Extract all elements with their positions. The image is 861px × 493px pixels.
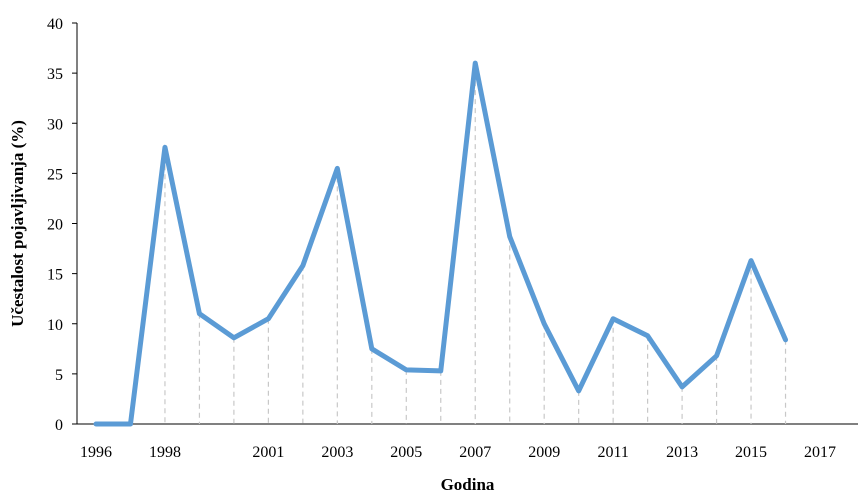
x-tick-label: 1998 [149, 444, 181, 461]
x-axis-title: Godina [441, 475, 495, 493]
data-series [93, 60, 789, 427]
y-tick-label: 25 [47, 166, 63, 183]
x-tick-label: 2003 [321, 444, 353, 461]
y-axis-title: Učestalost pojavljivanja (%) [8, 120, 27, 327]
x-tick-label: 2005 [390, 444, 422, 461]
y-tick-label: 5 [55, 367, 63, 384]
y-tick-label: 15 [47, 267, 63, 284]
series-line [93, 60, 789, 427]
y-tick-label: 35 [47, 66, 63, 83]
drop-lines [164, 63, 787, 424]
x-tick-label: 2017 [804, 444, 836, 461]
y-tick-label: 20 [47, 217, 63, 234]
x-tick-label: 2009 [528, 444, 560, 461]
x-axis: 1996 1998 2001 2003 2005 2007 2009 2011 2013 2015… [77, 423, 858, 461]
x-tick-label: 2013 [666, 444, 698, 461]
x-tick-label: 1996 [80, 444, 112, 461]
y-tick-label: 0 [55, 417, 63, 434]
x-tick-label: 2011 [597, 444, 628, 461]
y-tick-label: 40 [47, 16, 63, 33]
x-tick-label: 2015 [735, 444, 767, 461]
y-tick-label: 30 [47, 116, 63, 133]
x-tick-label: 2007 [459, 444, 491, 461]
x-tick-label: 2001 [252, 444, 284, 461]
y-tick-label: 10 [47, 317, 63, 334]
y-axis: 0 5 10 15 20 25 30 35 40 [47, 16, 78, 434]
